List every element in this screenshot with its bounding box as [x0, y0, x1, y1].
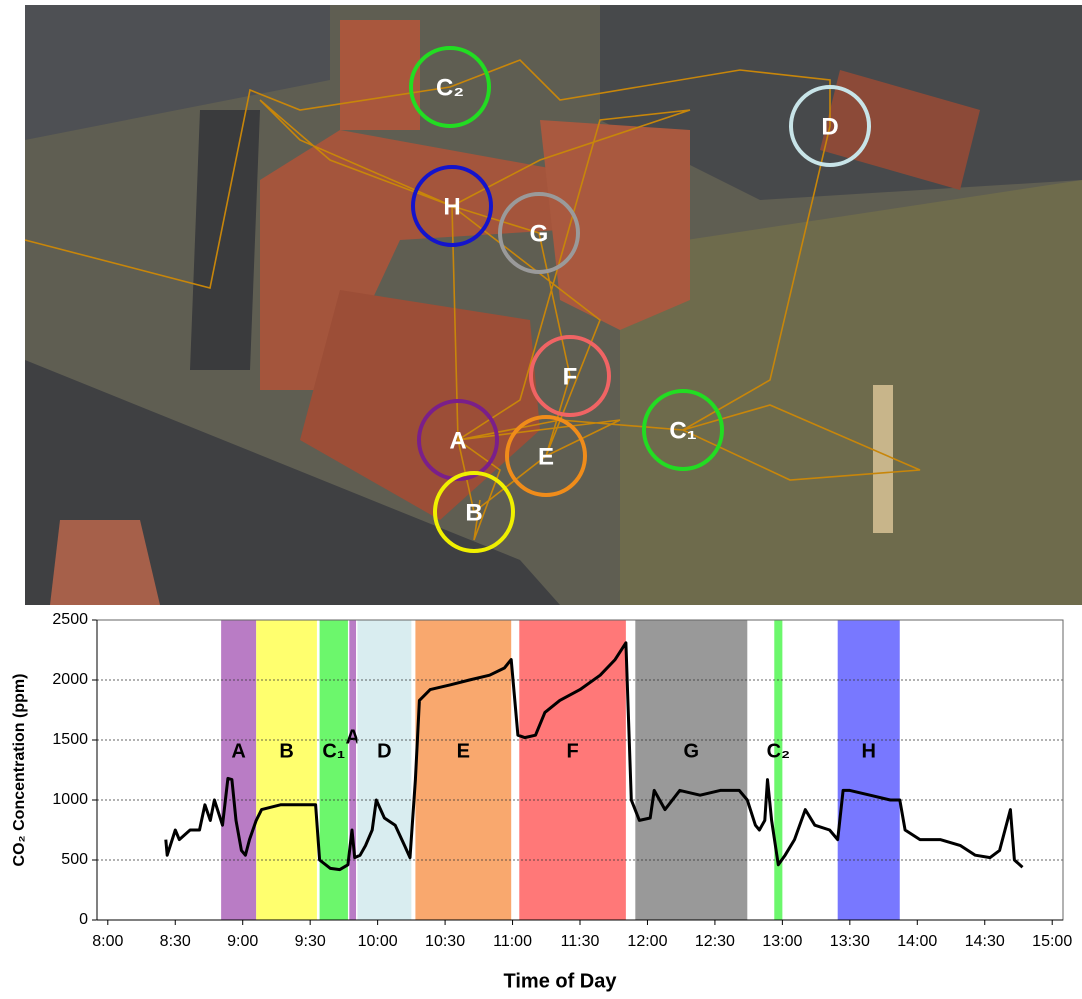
gps-track — [24, 59, 921, 541]
marker-circle — [411, 165, 493, 247]
activity-band — [357, 620, 412, 920]
x-tick-label: 13:30 — [830, 933, 870, 950]
x-axis-title: Time of Day — [504, 970, 618, 992]
map-markers: C₂ D H G F C₁ A E B — [409, 46, 871, 553]
x-tick-label: 10:30 — [425, 933, 465, 950]
band-label: G — [684, 740, 700, 762]
co2-line — [164, 641, 1024, 872]
band-label: F — [566, 740, 578, 762]
x-tick-label: 8:00 — [92, 933, 123, 950]
x-tick-label: 12:00 — [627, 933, 667, 950]
marker-label: E — [538, 443, 554, 470]
band-label: E — [457, 740, 470, 762]
x-tick-label: 14:00 — [897, 933, 937, 950]
x-tick-label: 11:00 — [493, 933, 532, 950]
house-roof — [50, 520, 160, 605]
building-roof — [300, 290, 540, 520]
band-label: B — [279, 740, 293, 762]
band-label: H — [861, 740, 875, 762]
y-tick-label: 1000 — [52, 791, 88, 808]
y-tick-label: 0 — [79, 911, 88, 928]
activity-band — [774, 620, 783, 920]
x-tick-label: 13:00 — [762, 933, 802, 950]
x-tick-label: 8:30 — [160, 933, 191, 950]
x-tick-label: 14:30 — [965, 933, 1005, 950]
activity-band — [221, 620, 257, 920]
marker-circle — [642, 389, 724, 471]
y-tick-label: 2000 — [52, 671, 88, 688]
field — [620, 180, 1082, 605]
marker-circle — [505, 415, 587, 497]
marker-label: C₂ — [436, 74, 464, 101]
activity-band — [349, 620, 357, 920]
activity-band — [415, 620, 512, 920]
y-tick-label: 2500 — [52, 611, 88, 628]
activity-band — [256, 620, 317, 920]
marker-circle — [433, 471, 515, 553]
activity-band — [319, 620, 348, 920]
marker-label: D — [821, 113, 838, 140]
road — [25, 360, 560, 605]
marker-circle — [529, 335, 611, 417]
band-label: A — [231, 740, 245, 762]
marker-label: G — [530, 220, 549, 247]
band-label: A — [345, 726, 359, 748]
building-roof — [340, 20, 420, 130]
y-tick-label: 500 — [61, 851, 88, 868]
marker-label: H — [443, 193, 460, 220]
cricket-pitch — [873, 385, 893, 533]
band-label: C₂ — [767, 740, 790, 762]
building-roof — [540, 120, 690, 330]
x-tick-label: 9:00 — [227, 933, 258, 950]
y-axis-title: CO₂ Concentration (ppm) — [11, 674, 28, 867]
x-tick-label: 9:30 — [295, 933, 326, 950]
road — [190, 110, 260, 370]
marker-circle — [417, 399, 499, 481]
marker-label: B — [465, 499, 482, 526]
marker-label: A — [449, 427, 466, 454]
activity-band — [519, 620, 626, 920]
houses — [25, 5, 330, 140]
band-label: C₁ — [322, 740, 345, 762]
activity-band — [635, 620, 748, 920]
x-tick-label: 11:30 — [561, 933, 600, 950]
marker-circle — [789, 85, 871, 167]
x-tick-label: 10:00 — [358, 933, 398, 950]
marker-label: C₁ — [669, 417, 696, 444]
marker-label: F — [563, 363, 578, 390]
y-tick-label: 1500 — [52, 731, 88, 748]
activity-band — [837, 620, 900, 920]
x-tick-label: 12:30 — [695, 933, 735, 950]
marker-circle — [498, 192, 580, 274]
x-tick-label: 15:00 — [1032, 933, 1072, 950]
marker-circle — [409, 46, 491, 128]
band-label: D — [377, 740, 391, 762]
aerial-map — [24, 5, 1082, 605]
